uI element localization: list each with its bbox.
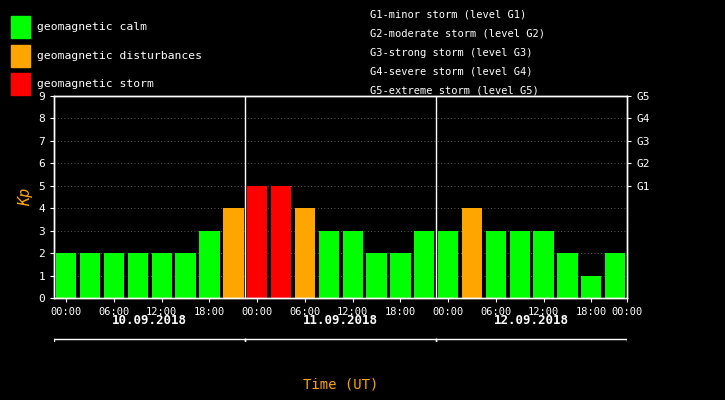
Text: 11.09.2018: 11.09.2018 [303,314,378,326]
Text: G2-moderate storm (level G2): G2-moderate storm (level G2) [370,29,544,39]
Bar [438,231,458,298]
Bar [319,231,339,298]
Y-axis label: Kp: Kp [18,188,33,206]
Bar [462,208,482,298]
Text: G1-minor storm (level G1): G1-minor storm (level G1) [370,10,526,20]
Bar [366,253,386,298]
Bar [342,231,362,298]
Bar [56,253,76,298]
Bar [128,253,148,298]
FancyBboxPatch shape [11,16,30,38]
Bar [152,253,172,298]
Text: G4-severe storm (level G4): G4-severe storm (level G4) [370,66,532,76]
Bar [510,231,530,298]
Bar [605,253,626,298]
Text: G3-strong storm (level G3): G3-strong storm (level G3) [370,48,532,58]
Bar [175,253,196,298]
Bar [581,276,602,298]
Bar [104,253,124,298]
Bar [558,253,578,298]
Bar [534,231,554,298]
Text: geomagnetic storm: geomagnetic storm [37,79,154,89]
Bar [223,208,244,298]
Bar [295,208,315,298]
Bar [486,231,506,298]
Text: 10.09.2018: 10.09.2018 [112,314,187,326]
FancyBboxPatch shape [11,73,30,95]
Text: 12.09.2018: 12.09.2018 [494,314,569,326]
Bar [199,231,220,298]
Bar [80,253,100,298]
Bar [271,186,291,298]
Bar [414,231,434,298]
FancyBboxPatch shape [11,44,30,66]
Text: G5-extreme storm (level G5): G5-extreme storm (level G5) [370,86,539,96]
Text: geomagnetic disturbances: geomagnetic disturbances [37,50,202,60]
Text: Time (UT): Time (UT) [303,377,378,391]
Text: geomagnetic calm: geomagnetic calm [37,22,147,32]
Bar [247,186,268,298]
Bar [390,253,410,298]
